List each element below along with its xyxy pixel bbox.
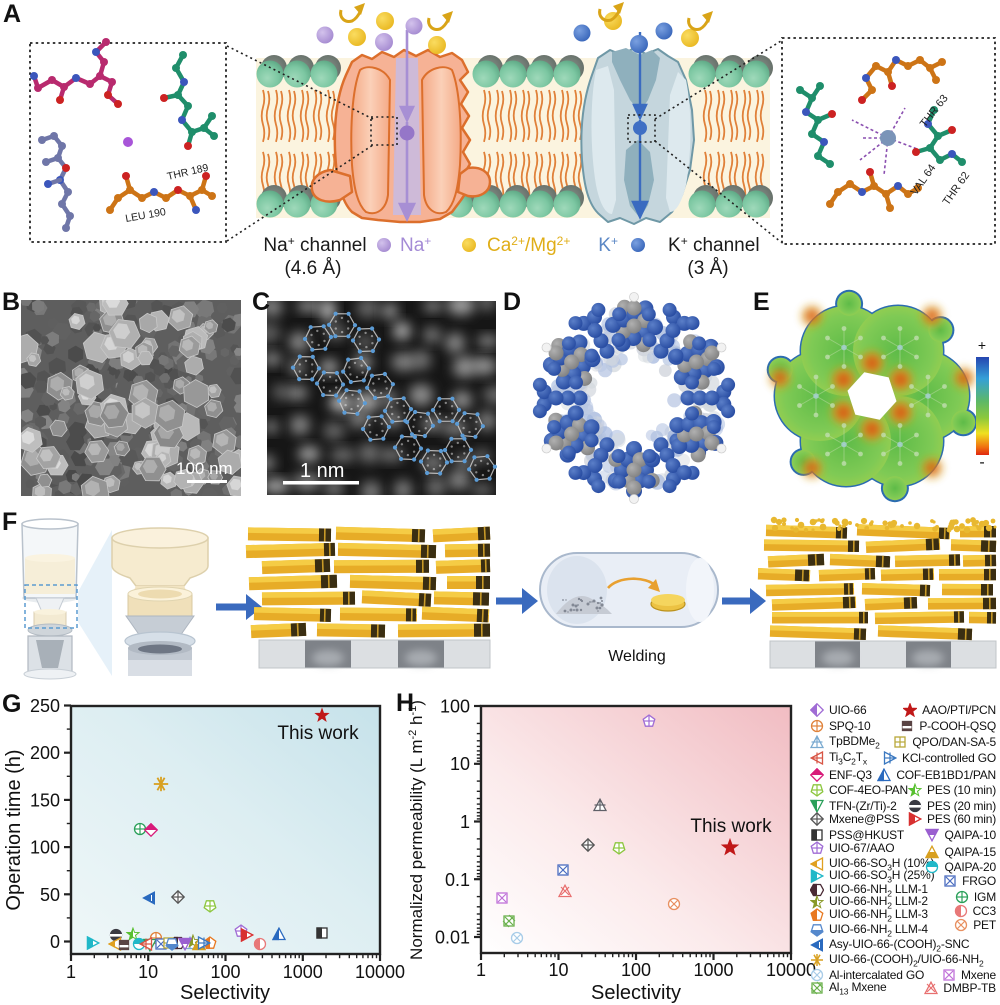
svg-text:F: F [2, 508, 17, 536]
svg-text:(3 Å): (3 Å) [687, 258, 728, 279]
svg-text:100 nm: 100 nm [176, 459, 233, 478]
svg-text:200: 200 [30, 743, 60, 763]
svg-text:10: 10 [548, 960, 568, 980]
svg-text:150: 150 [30, 790, 60, 810]
svg-text:Selectivity: Selectivity [591, 982, 681, 1004]
svg-text:K+ channel: K+ channel [668, 234, 760, 256]
svg-text:1: 1 [66, 962, 76, 982]
svg-text:10000: 10000 [355, 962, 405, 982]
svg-text:+: + [978, 337, 986, 353]
svg-text:-: - [979, 454, 984, 471]
svg-text:10: 10 [138, 962, 158, 982]
svg-text:Welding: Welding [608, 648, 666, 665]
svg-text:100: 100 [30, 838, 60, 858]
svg-text:Normalized permeability (L m-2: Normalized permeability (L m-2 h-1) [407, 700, 426, 960]
svg-text:1: 1 [460, 812, 470, 832]
svg-text:1 nm: 1 nm [300, 460, 344, 482]
svg-text:Na+ channel: Na+ channel [263, 234, 366, 256]
svg-text:This work: This work [277, 723, 359, 744]
svg-text:1000: 1000 [283, 962, 323, 982]
svg-text:D: D [503, 288, 521, 316]
svg-text:A: A [3, 0, 21, 28]
svg-text:100: 100 [210, 962, 240, 982]
svg-text:1: 1 [476, 960, 486, 980]
svg-text:100: 100 [440, 697, 470, 717]
svg-text:10000: 10000 [766, 960, 816, 980]
svg-text:50: 50 [40, 885, 60, 905]
svg-text:This work: This work [690, 816, 772, 837]
svg-text:250: 250 [30, 696, 60, 716]
svg-text:0.1: 0.1 [445, 870, 470, 890]
svg-text:Operation time (h): Operation time (h) [3, 749, 25, 910]
svg-text:100: 100 [621, 960, 651, 980]
svg-text:0.01: 0.01 [435, 928, 470, 948]
svg-text:E: E [753, 288, 770, 316]
svg-text:C: C [252, 288, 270, 316]
svg-text:H: H [396, 689, 414, 717]
svg-text:Selectivity: Selectivity [180, 982, 270, 1004]
svg-text:Na+: Na+ [400, 234, 431, 256]
svg-text:(4.6 Å): (4.6 Å) [284, 258, 341, 279]
svg-text:B: B [2, 288, 20, 316]
svg-text:10: 10 [450, 754, 470, 774]
svg-text:1000: 1000 [693, 960, 733, 980]
svg-text:Ca2+/Mg2+: Ca2+/Mg2+ [487, 234, 570, 256]
svg-text:0: 0 [50, 932, 60, 952]
svg-text:K+: K+ [598, 234, 618, 256]
svg-text:G: G [2, 690, 21, 718]
